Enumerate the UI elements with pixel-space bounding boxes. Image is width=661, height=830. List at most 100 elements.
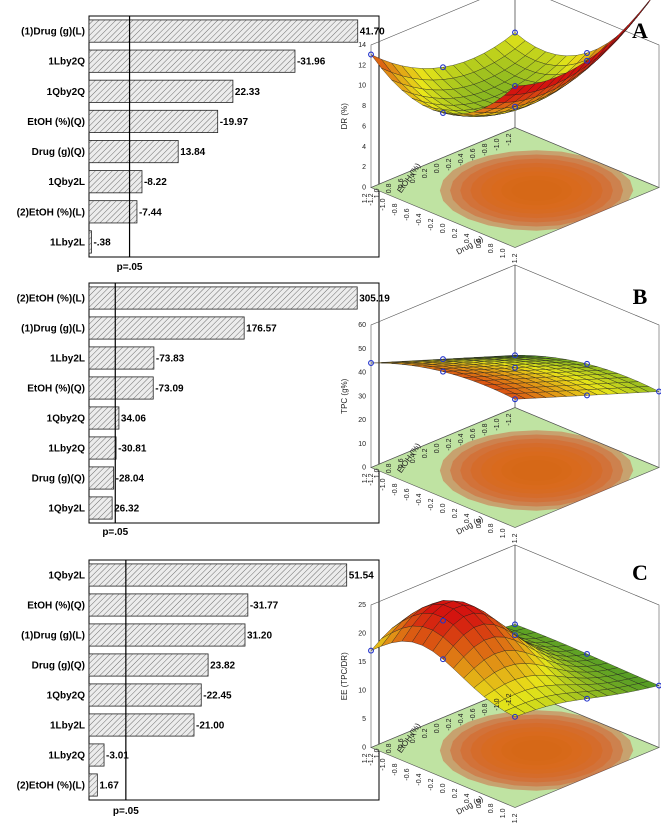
contour-band xyxy=(439,710,634,791)
y-tick-label: 0.6 xyxy=(398,178,405,188)
design-point-marker xyxy=(656,682,661,689)
contour-band xyxy=(460,718,613,783)
bar-B-7 xyxy=(88,496,113,520)
contour-band xyxy=(490,451,583,490)
y-tick-label: 0.0 xyxy=(434,163,441,173)
surface-cell xyxy=(638,0,651,16)
value-label: 176.57 xyxy=(246,324,277,335)
category-label: (2)EtOH (%)(L) xyxy=(17,294,85,305)
surface-cell xyxy=(607,24,629,49)
y-tick-label: -0.8 xyxy=(482,143,489,155)
contour-band xyxy=(500,735,573,766)
design-point-marker xyxy=(512,632,518,639)
bar-B-1 xyxy=(88,316,245,340)
y-tick-label: -0.6 xyxy=(470,428,477,440)
value-label: -73.09 xyxy=(155,384,184,395)
bar-A-3 xyxy=(88,109,219,133)
bar-A-6 xyxy=(88,200,138,224)
design-point-marker xyxy=(440,617,446,624)
contour-band xyxy=(500,175,573,206)
y-tick-label: -1.0 xyxy=(494,138,501,150)
value-label: 51.54 xyxy=(349,571,374,582)
y-tick-label: 0.4 xyxy=(410,733,417,743)
category-label: (2)EtOH (%)(L) xyxy=(17,207,85,218)
bar-C-5 xyxy=(88,713,195,737)
y-tick-label: -1.0 xyxy=(494,418,501,430)
surface-cell xyxy=(597,35,618,58)
panel-letter: B xyxy=(633,284,648,309)
bar-C-0 xyxy=(88,563,348,587)
contour-band xyxy=(511,739,563,762)
value-label: -7.44 xyxy=(139,207,162,218)
z-tick-label: 5 xyxy=(362,716,366,723)
z-tick-label: 8 xyxy=(362,103,366,110)
x-tick-label: 1.0 xyxy=(500,528,507,538)
pareto-chart-A: (1)Drug (g)(L) 41.70 1Lby2Q -31.96 1Qby2Q 22.… xyxy=(17,15,385,273)
x-tick-label: 0.2 xyxy=(452,508,459,518)
y-tick-label: 0.0 xyxy=(434,443,441,453)
x-tick-label: 0.6 xyxy=(476,798,483,808)
pareto-chart-B: (2)EtOH (%)(L) 305.19 (1)Drug (g)(L) 176.57… xyxy=(17,282,390,538)
contour-band xyxy=(439,430,634,511)
x-tick-label: -0.2 xyxy=(428,778,435,790)
x-tick-label: -0.8 xyxy=(392,763,399,775)
design-point-marker xyxy=(368,647,374,654)
y-tick-label: 1.2 xyxy=(362,473,369,483)
z-tick-label: 60 xyxy=(358,322,366,329)
value-label: -31.96 xyxy=(297,57,326,68)
value-label: 41.70 xyxy=(360,27,385,38)
design-point-marker xyxy=(512,364,518,371)
value-label: 23.82 xyxy=(210,661,235,672)
category-label: (1)Drug (g)(L) xyxy=(21,324,85,335)
value-label: 13.84 xyxy=(180,147,205,158)
bar-C-4 xyxy=(88,683,202,707)
y-tick-label: 1.2 xyxy=(362,193,369,203)
value-label: -22.45 xyxy=(203,691,232,702)
panel-letter: A xyxy=(632,18,648,43)
x-tick-label: -0.6 xyxy=(404,488,411,500)
value-label: 34.06 xyxy=(121,414,146,425)
category-label: 1Qby2L xyxy=(48,504,85,515)
x-tick-label: 1.2 xyxy=(512,813,519,823)
value-label: 26.32 xyxy=(114,504,139,515)
contour-band xyxy=(511,179,563,202)
bar-B-3 xyxy=(88,376,154,400)
z-tick-label: 40 xyxy=(358,370,366,377)
category-label: 1Qby2L xyxy=(48,177,85,188)
z-tick-label: 20 xyxy=(358,417,366,424)
z-tick-label: 15 xyxy=(358,659,366,666)
category-label: 1Lby2L xyxy=(50,354,85,365)
bar-C-7 xyxy=(88,773,98,797)
x-tick-label: -1.2 xyxy=(368,473,375,485)
x-tick-label: 0.0 xyxy=(440,503,447,513)
x-tick-label: 0.0 xyxy=(440,783,447,793)
value-label: -3.01 xyxy=(106,751,129,762)
y-tick-label: 0.2 xyxy=(422,448,429,458)
z-tick-label: 14 xyxy=(358,42,366,49)
contour-band xyxy=(450,154,624,227)
y-tick-label: 0.4 xyxy=(410,173,417,183)
y-tick-label: -0.6 xyxy=(470,708,477,720)
design-point-marker xyxy=(584,360,590,367)
category-label: Drug (g)(Q) xyxy=(32,147,85,158)
y-tick-label: -0.6 xyxy=(470,148,477,160)
contour-band xyxy=(480,727,593,774)
contour-band xyxy=(470,722,603,779)
x-tick-label: -0.8 xyxy=(392,203,399,215)
category-label: Drug (g)(Q) xyxy=(32,474,85,485)
pareto-charts: (1)Drug (g)(L) 41.70 1Lby2Q -31.96 1Qby2Q 22.… xyxy=(17,15,390,817)
z-tick-label: 25 xyxy=(358,602,366,609)
x-tick-label: 0.4 xyxy=(464,793,471,803)
y-tick-label: -1.2 xyxy=(506,133,513,145)
x-tick-label: 0.8 xyxy=(488,523,495,533)
y-tick-label: 0.2 xyxy=(422,168,429,178)
value-label: -30.81 xyxy=(118,444,147,455)
threshold-label: p=.05 xyxy=(113,806,139,817)
category-label: 1Qby2Q xyxy=(47,691,86,702)
x-tick-label: 1.2 xyxy=(512,253,519,263)
y-tick-label: -0.8 xyxy=(482,703,489,715)
threshold-label: p=.05 xyxy=(117,262,143,273)
value-label: 305.19 xyxy=(359,294,390,305)
bar-B-2 xyxy=(88,346,155,370)
